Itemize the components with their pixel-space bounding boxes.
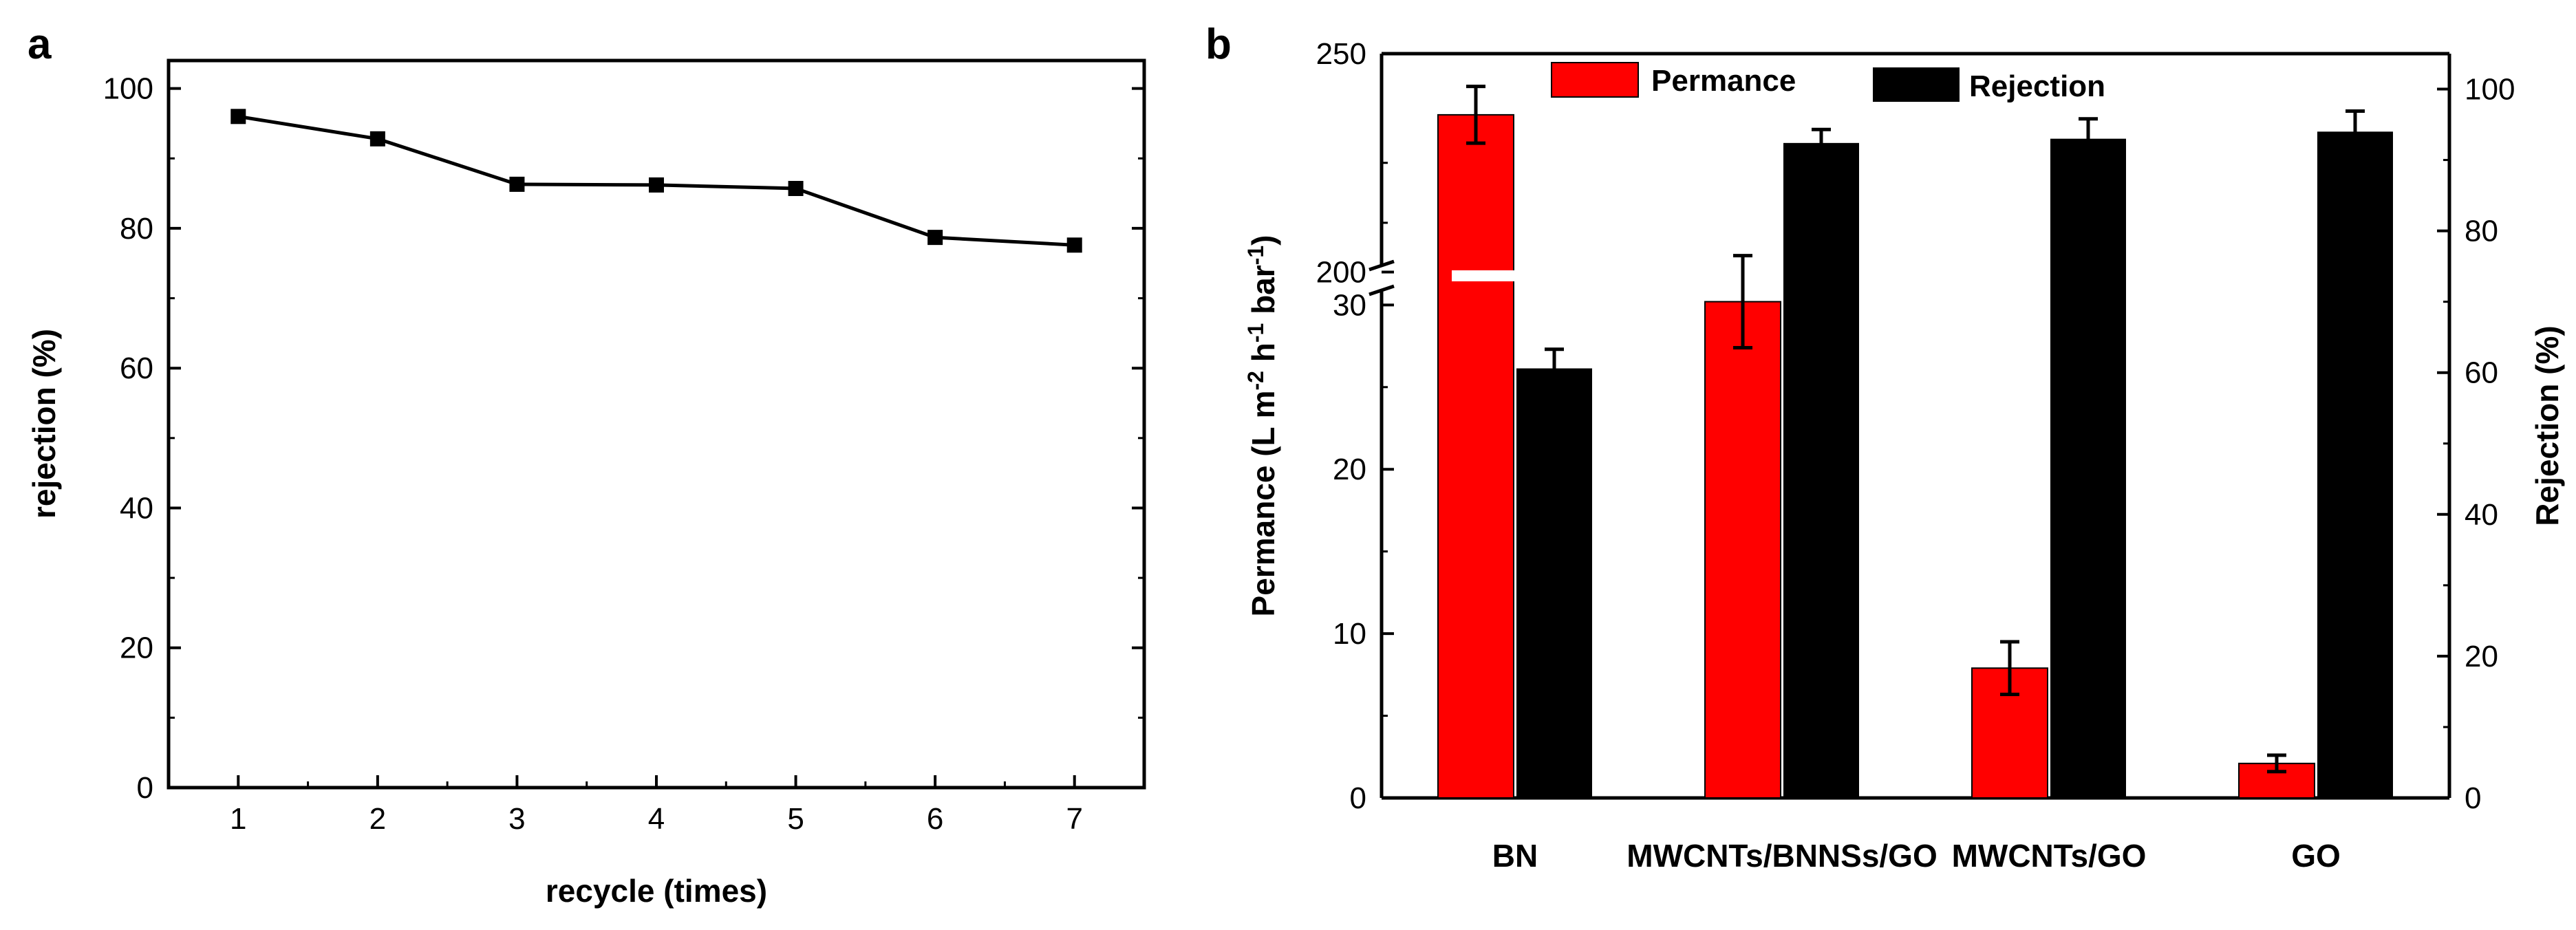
x-tick-label: 4 [648,802,665,836]
panel-a-y-axis-label: rejection (%) [26,329,62,519]
data-point-marker [788,180,804,196]
panel-a-x-axis-label: recycle (times) [546,873,767,909]
right-tick-label: 40 [2465,498,2498,532]
bar-permance [1437,113,1514,799]
x-tick-label: 5 [787,802,804,836]
x-tick-label: 3 [508,802,525,836]
left-tick-label: 200 [1316,255,1366,289]
x-tick-label: 2 [369,802,386,836]
y-tick-label: 40 [120,491,153,525]
data-point-marker [1066,237,1082,253]
data-point-marker [369,131,385,147]
legend-swatch-permance [1551,62,1639,98]
left-tick-label: 20 [1333,453,1366,486]
data-point-marker [927,230,943,246]
y-tick-label: 0 [137,771,153,805]
y-tick-label: 100 [103,72,153,106]
panel-b-bars [1437,113,2393,799]
legend-label-permance: Permance [1651,64,1796,98]
y-tick-label: 60 [120,352,153,385]
y-tick-label: 20 [120,631,153,665]
x-tick-label: 7 [1066,802,1082,836]
right-tick-label: 60 [2465,356,2498,390]
category-label: BN [1492,838,1538,874]
bar-permance [1704,301,1781,799]
bar-rejection [1783,142,1859,799]
data-point-marker [230,109,246,125]
right-tick-label: 0 [2465,781,2481,815]
bar-rejection [1516,368,1592,798]
right-tick-label: 20 [2465,640,2498,673]
bar-rejection [2050,138,2126,798]
left-tick-label: 250 [1316,37,1366,71]
left-tick-label: 0 [1350,781,1366,815]
data-point-marker [509,176,525,192]
right-tick-label: 80 [2465,215,2498,248]
panel-b-error-bars [1466,85,2365,774]
panel-b-right-axis-label: Rejection (%) [2529,325,2565,526]
panel-a-label: a [28,21,52,68]
x-tick-label: 1 [230,802,246,836]
panel-a-line-chart: a 1 2 3 4 5 6 7 0 20 40 60 80 100 recycle (times) re… [26,21,1146,909]
panel-a-axes: 1 2 3 4 5 6 7 0 20 40 60 80 100 [103,72,1146,836]
legend-label-rejection: Rejection [1969,69,2105,103]
panel-b-category-labels: BN MWCNTs/BNNSs/GO MWCNTs/GO GO [1492,838,2341,874]
panel-b-label: b [1205,21,1232,68]
x-tick-label: 6 [927,802,943,836]
legend-swatch-rejection [1873,67,1960,102]
panel-a-data [230,109,1082,253]
left-tick-label: 30 [1333,288,1366,322]
y-tick-label: 80 [120,212,153,246]
left-tick-label: 10 [1333,617,1366,651]
bar-break-band [1452,270,1538,281]
panel-b-left-axis-label: Permance (L m-2 h-1 bar-1) [1243,235,1281,617]
axis-break-marks [1368,259,1395,296]
legend: Permance Rejection [1551,62,2105,103]
data-point-marker [649,177,664,193]
bar-rejection [2317,131,2393,798]
category-label: GO [2291,838,2341,874]
category-label: MWCNTs/GO [1952,838,2147,874]
panel-a-plot-frame [167,58,1146,790]
category-label: MWCNTs/BNNSs/GO [1627,838,1938,874]
right-tick-label: 100 [2465,73,2515,107]
